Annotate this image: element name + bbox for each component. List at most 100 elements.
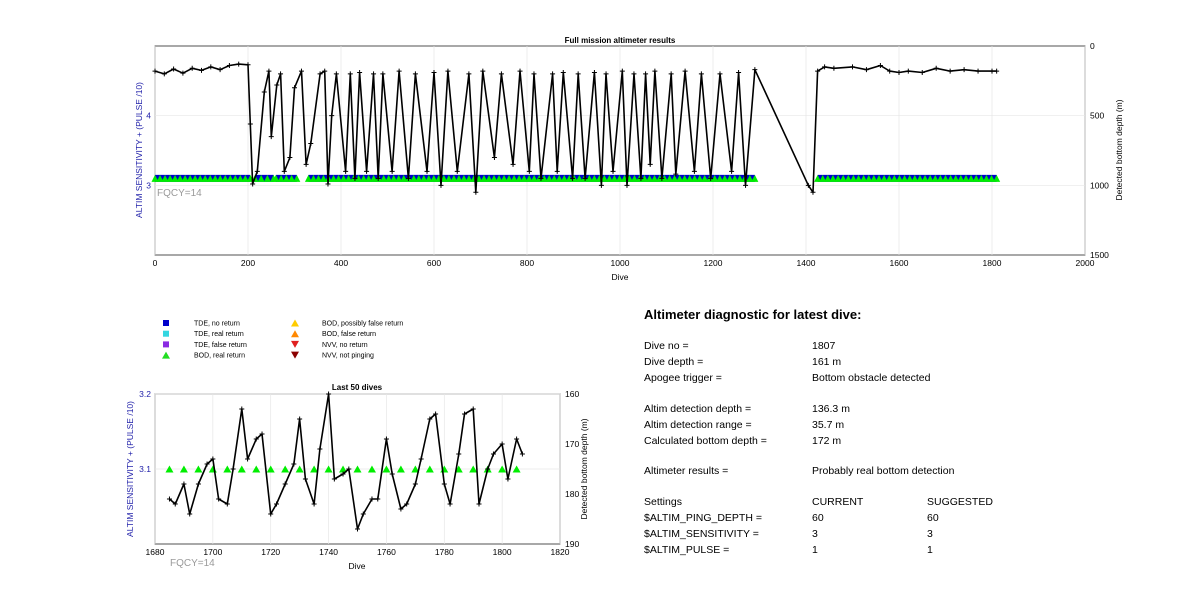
last-50-dives-chart: 1680 1700 1720 1740 1760 1780 1800 1820 3.1 3.2 16… (125, 383, 589, 571)
bod-real-return-marker (901, 174, 909, 182)
bod-real-return-marker (310, 465, 319, 473)
bod-real-return-marker (530, 174, 538, 182)
bod-real-return-marker (962, 174, 970, 182)
bod-real-return-marker (382, 465, 391, 473)
bod-real-return-marker (252, 465, 261, 473)
bod-real-return-marker (746, 174, 754, 182)
depth-point (261, 89, 267, 95)
bod-real-return-marker (906, 174, 914, 182)
depth-point (352, 175, 358, 181)
depth-point (538, 175, 544, 181)
depth-point (204, 461, 210, 467)
depth-point (638, 175, 644, 181)
bod-real-return-marker (257, 174, 265, 182)
diagnostic-key: Altim detection depth = (644, 403, 752, 415)
bod-real-return-marker (319, 174, 327, 182)
sensitivity-markers (151, 174, 1001, 182)
tde-no-return-marker (155, 174, 251, 182)
bod-real-return-marker (469, 465, 478, 473)
bod-real-return-marker (824, 174, 832, 182)
bod-real-return-marker (605, 174, 613, 182)
y2-tick-label: 1000 (1090, 180, 1109, 190)
bod-real-return-marker (450, 174, 458, 182)
depth-point (433, 411, 439, 417)
bod-real-return-marker (495, 174, 503, 182)
depth-point (253, 436, 259, 442)
x-tick-label: 1820 (551, 547, 570, 557)
y-axis-label: ALTIM SENSITIVITY + (PULSE /10) (134, 82, 144, 218)
depth-point (659, 175, 665, 181)
depth-point (217, 67, 223, 73)
x-tick-label: 1720 (261, 547, 280, 557)
x-tick-label: 1800 (983, 258, 1002, 268)
bod-real-return-marker (936, 174, 944, 182)
diagnostic-row: $ALTIM_PING_DEPTH = 60 60 (644, 512, 1164, 526)
bod-real-return-marker (353, 465, 362, 473)
depth-point (619, 68, 625, 74)
depth-point (447, 501, 453, 507)
depth-point (668, 71, 674, 77)
bod-real-return-marker (921, 174, 929, 182)
depth-point (347, 71, 353, 77)
depth-point (491, 154, 497, 160)
bod-real-return-marker (947, 174, 955, 182)
legend-label: TDE, false return (194, 342, 247, 349)
bod-real-return-marker (171, 174, 179, 182)
bod-real-return-marker (525, 174, 533, 182)
depth-point (291, 461, 297, 467)
sensitivity-markers (165, 465, 521, 473)
bod-real-return-marker (231, 174, 239, 182)
bod-real-return-marker (380, 174, 388, 182)
bod-real-return-marker (236, 174, 244, 182)
depth-series (166, 391, 525, 532)
bod-real-return-marker (731, 174, 739, 182)
bod-real-return-marker (661, 174, 669, 182)
bod-real-return-marker (646, 174, 654, 182)
depth-point (643, 71, 649, 77)
bod-real-return-marker (540, 174, 548, 182)
bod-real-return-marker (176, 174, 184, 182)
depth-point (302, 476, 308, 482)
bod-real-return-marker (751, 174, 759, 182)
bod-real-return-marker (600, 174, 608, 182)
depth-point (369, 496, 375, 502)
bod-real-return-marker (651, 174, 659, 182)
depth-point (466, 71, 472, 77)
bod-real-return-marker (721, 174, 729, 182)
frequency-annotation: FQCY=14 (157, 188, 202, 199)
depth-point (355, 526, 360, 532)
depth-point (631, 71, 637, 77)
depth-point (187, 511, 193, 517)
depth-point (375, 175, 381, 181)
bod-real-return-marker (166, 174, 174, 182)
depth-point (340, 471, 346, 477)
bod-real-return-marker (977, 174, 985, 182)
depth-point (752, 67, 758, 73)
bod-real-return-marker (340, 174, 348, 182)
bod-real-return-marker (330, 174, 338, 182)
bod-real-return-marker (360, 174, 368, 182)
diagnostic-suggested: 3 (927, 528, 933, 540)
bod-real-return-marker (181, 174, 189, 182)
bod-real-return-marker (339, 465, 348, 473)
bod-real-return-marker (839, 174, 847, 182)
legend-marker (291, 319, 299, 327)
y2-axis-label: Detected bottom depth (m) (579, 418, 589, 519)
bod-real-return-marker (400, 174, 408, 182)
diagnostic-value: Probably real bottom detection (812, 465, 955, 477)
depth-point (498, 71, 504, 77)
depth-point (505, 476, 511, 482)
legend-marker (163, 330, 169, 337)
bod-real-return-marker (585, 174, 593, 182)
chart-title: Full mission altimeter results (565, 36, 676, 45)
depth-point (424, 168, 430, 174)
bod-real-return-marker (480, 174, 488, 182)
depth-point (281, 168, 287, 174)
depth-point (717, 71, 723, 77)
bod-real-return-marker (415, 174, 423, 182)
depth-point (383, 436, 389, 442)
bod-real-return-marker (895, 174, 903, 182)
y-tick-label: 4 (146, 111, 151, 121)
depth-point (850, 64, 855, 70)
